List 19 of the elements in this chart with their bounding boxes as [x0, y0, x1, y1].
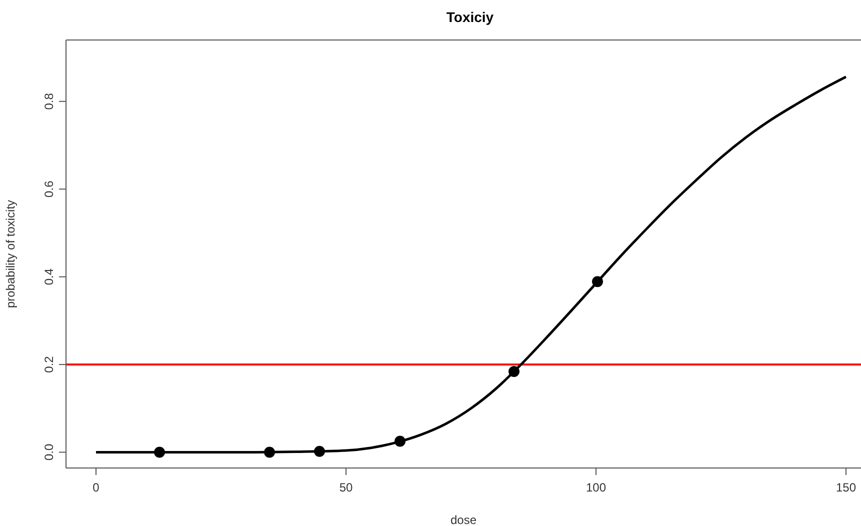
x-tick-label: 50 [339, 480, 353, 495]
x-axis-title: dose [450, 513, 477, 526]
x-tick-label: 150 [836, 480, 856, 495]
y-tick-label: 0.6 [42, 180, 56, 198]
point [394, 436, 406, 447]
y-tick-label: 0.0 [42, 444, 56, 461]
x-tick-label: 100 [586, 480, 606, 495]
x-tick-label: 0 [92, 480, 100, 495]
line-series [94, 76, 848, 454]
y-tick-label: 0.4 [42, 268, 56, 286]
point [264, 446, 275, 458]
y-tick-label: 0.2 [42, 356, 56, 373]
chart-title: Toxiciy [446, 9, 494, 25]
point [508, 366, 520, 378]
point [592, 276, 603, 288]
y-axis-title: probability of toxicity [3, 200, 18, 308]
point [314, 446, 325, 457]
point [154, 446, 165, 458]
y-tick-label: 0.8 [42, 92, 56, 110]
